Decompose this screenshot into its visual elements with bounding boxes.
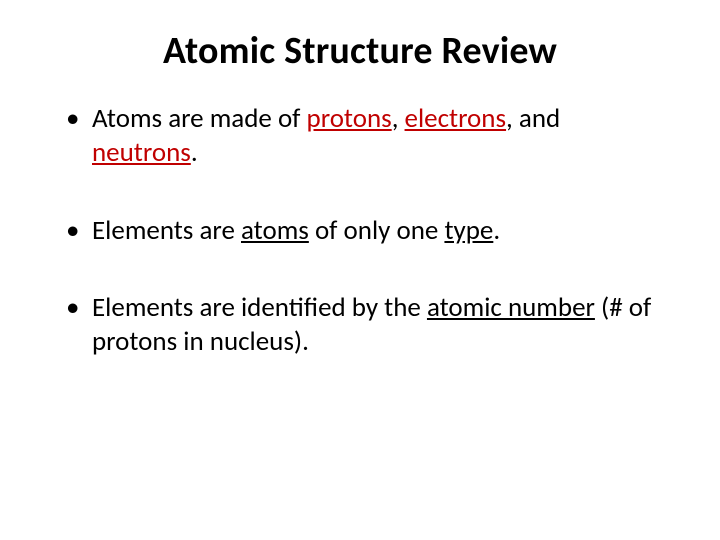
highlight-term: neutrons	[92, 136, 191, 169]
highlight-term: electrons	[405, 102, 507, 135]
bullet-text: .	[493, 214, 500, 247]
bullet-item: Elements are identified by the atomic nu…	[60, 291, 660, 359]
bullet-item: Elements are atoms of only one type.	[60, 214, 660, 248]
slide: Atomic Structure Review Atoms are made o…	[0, 0, 720, 540]
bullet-text: Atoms are made of	[92, 102, 307, 135]
highlight-term: protons	[307, 102, 392, 135]
bullet-text: .	[191, 136, 198, 169]
underline-term: atoms	[241, 214, 309, 247]
bullet-text: of only one	[309, 214, 445, 247]
bullet-text: Elements are identified by the	[92, 291, 427, 324]
bullet-text: , and	[506, 102, 560, 135]
bullet-text: Elements are	[92, 214, 241, 247]
bullet-item: Atoms are made of protons, electrons, an…	[60, 102, 660, 170]
underline-term: type	[444, 214, 493, 247]
bullet-list: Atoms are made of protons, electrons, an…	[60, 102, 660, 359]
slide-title: Atomic Structure Review	[60, 28, 660, 74]
bullet-text: ,	[392, 102, 405, 135]
underline-term: atomic number	[427, 291, 595, 324]
